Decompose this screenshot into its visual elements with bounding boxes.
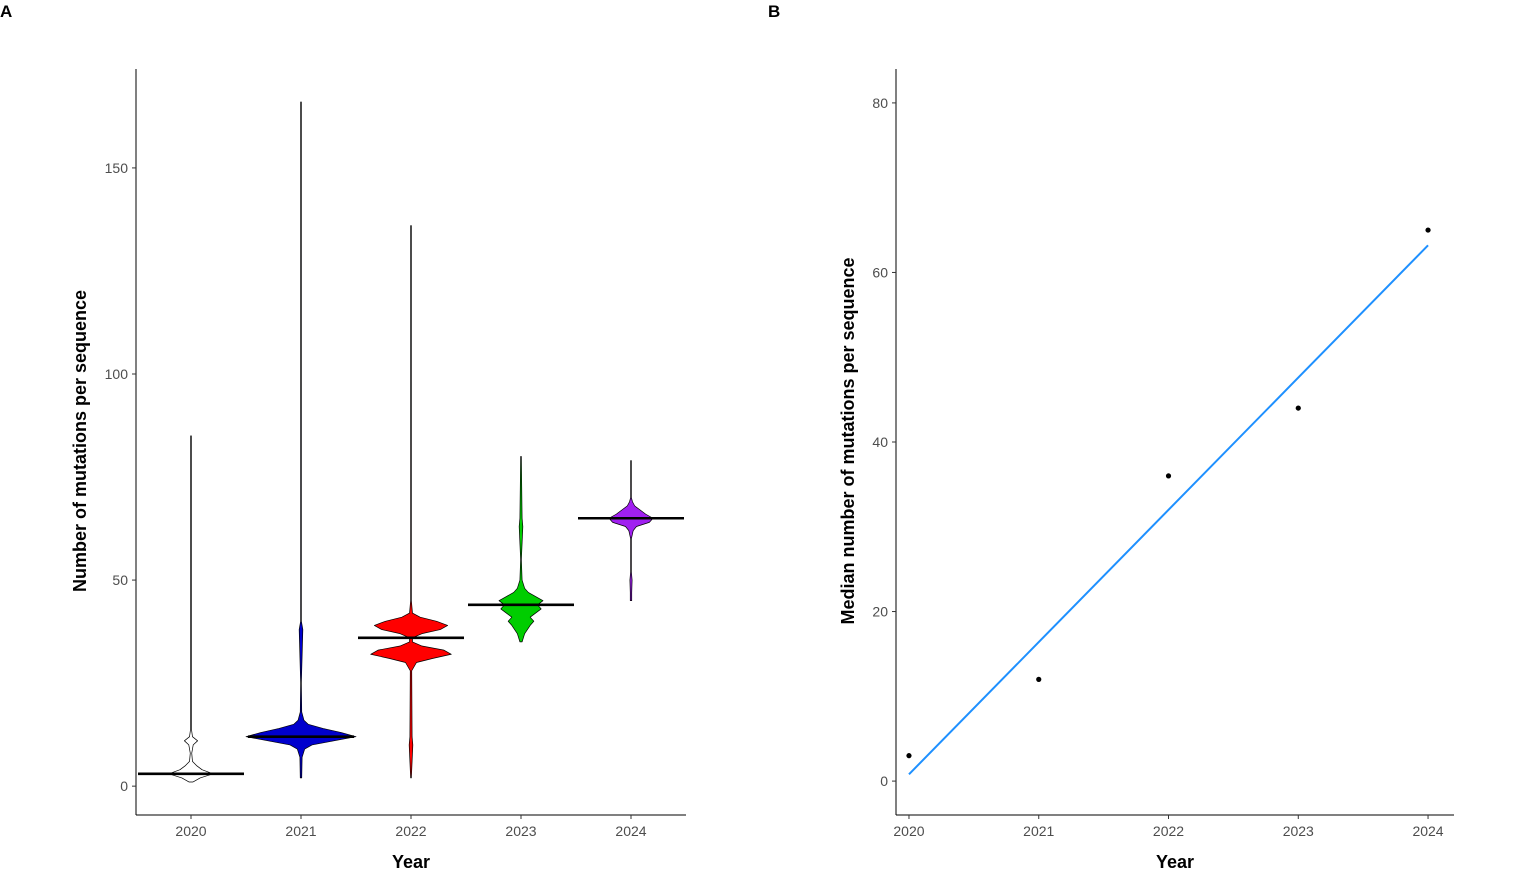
panel-b-x-tick-label: 2020 bbox=[893, 823, 924, 839]
panel-b-y-tick-label: 80 bbox=[872, 95, 888, 111]
violin-2023 bbox=[498, 456, 544, 643]
panel-a-y-title: Number of mutations per sequence bbox=[70, 290, 90, 592]
data-point-2021 bbox=[1036, 676, 1042, 682]
panel-b-points bbox=[906, 227, 1431, 759]
panel-a-x-tick-label: 2023 bbox=[505, 823, 536, 839]
panel-a-y-tick-label: 150 bbox=[105, 160, 129, 176]
violin-2020 bbox=[168, 435, 214, 783]
violin-2021 bbox=[245, 101, 357, 779]
panel-b-y-title: Median number of mutations per sequence bbox=[838, 257, 858, 624]
panel-b-y-tick-label: 20 bbox=[872, 604, 888, 620]
panel-a-x-tick-label: 2024 bbox=[615, 823, 646, 839]
panel-b-y-tick-label: 60 bbox=[872, 264, 888, 280]
panel-b-y-tick-label: 0 bbox=[880, 773, 888, 789]
panel-a-y-tick-label: 100 bbox=[105, 366, 129, 382]
violin-2024 bbox=[608, 460, 654, 602]
panel-a-y-tick-label: 0 bbox=[120, 778, 128, 794]
panel-a-label: A bbox=[0, 2, 12, 21]
panel-b-x-tick-label: 2022 bbox=[1153, 823, 1184, 839]
panel-a-x-tick-label: 2022 bbox=[395, 823, 426, 839]
panel-b-y-tick-label: 40 bbox=[872, 434, 888, 450]
panel-a-x-tick-label: 2020 bbox=[175, 823, 206, 839]
panel-a: A 0 50 100 150 2020 2021 2022 2023 2024 Year Num… bbox=[0, 2, 686, 872]
panel-b-axes: 0 20 40 60 80 2020 2021 2022 2023 2024 bbox=[872, 69, 1454, 839]
data-point-2020 bbox=[906, 753, 912, 759]
panel-a-y-tick-label: 50 bbox=[112, 572, 128, 588]
panel-b-x-tick-label: 2023 bbox=[1283, 823, 1314, 839]
regression-line bbox=[908, 244, 1429, 776]
panel-a-x-title: Year bbox=[392, 852, 430, 872]
panel-b-x-tick-label: 2024 bbox=[1412, 823, 1443, 839]
panel-b: B 0 20 40 60 80 2020 2021 2022 2023 2024 Year Med… bbox=[768, 2, 1454, 872]
panel-b-x-title: Year bbox=[1156, 852, 1194, 872]
panel-a-x-tick-label: 2021 bbox=[285, 823, 316, 839]
panel-b-x-tick-label: 2021 bbox=[1023, 823, 1054, 839]
data-point-2024 bbox=[1425, 227, 1431, 233]
violin-2022 bbox=[370, 225, 452, 779]
data-point-2022 bbox=[1165, 473, 1172, 479]
panel-b-label: B bbox=[768, 2, 780, 21]
panel-a-violins bbox=[168, 101, 654, 783]
data-point-2023 bbox=[1295, 405, 1301, 411]
panel-b-fit-line-group bbox=[908, 244, 1429, 776]
panel-a-axes: 0 50 100 150 2020 2021 2022 2023 2024 bbox=[105, 69, 686, 839]
panel-a-medians bbox=[138, 516, 684, 776]
